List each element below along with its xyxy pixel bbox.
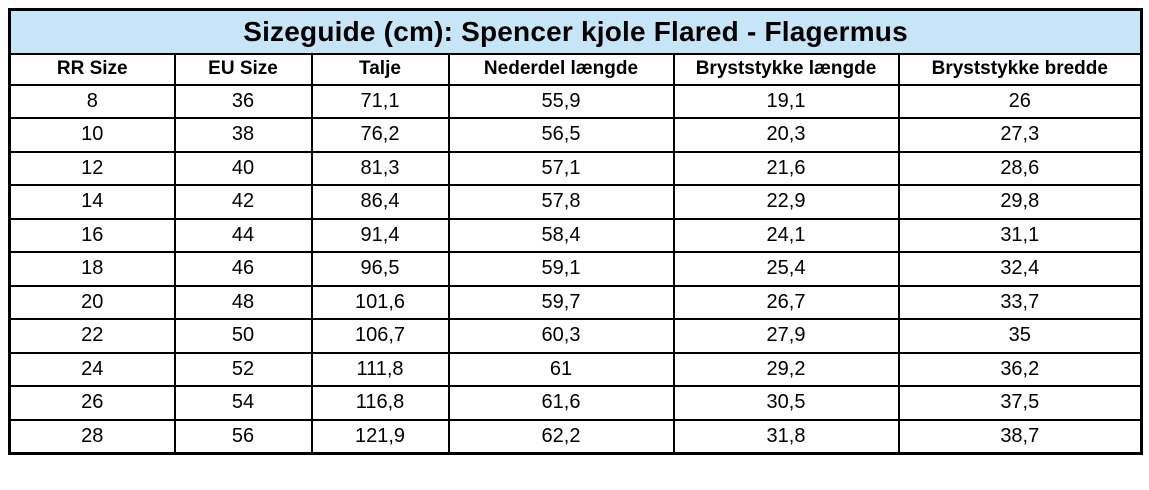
table-cell: 22,9	[672, 184, 900, 220]
table-cell: 38,7	[897, 418, 1143, 454]
table-cell: 18	[8, 251, 176, 287]
sizeguide-table: Sizeguide (cm): Spencer kjole Flared - F…	[8, 8, 1144, 455]
table-cell: 59,1	[447, 251, 675, 287]
table-cell: 52	[173, 351, 313, 387]
table-cell: 27,3	[897, 117, 1143, 153]
column-header: Bryststykke længde	[672, 52, 900, 86]
column-header: RR Size	[8, 52, 176, 86]
table-cell: 58,4	[447, 217, 675, 253]
table-row: 26 54 116,8 61,6 30,5 37,5	[8, 385, 1143, 421]
table-cell: 36,2	[897, 351, 1143, 387]
table-cell: 54	[173, 385, 313, 421]
table-cell: 56	[173, 418, 313, 454]
table-cell: 76,2	[310, 117, 450, 153]
table-cell: 25,4	[672, 251, 900, 287]
table-cell: 81,3	[310, 150, 450, 186]
table-row: 24 52 111,8 61 29,2 36,2	[8, 351, 1143, 387]
table-title: Sizeguide (cm): Spencer kjole Flared - F…	[8, 8, 1143, 55]
table-cell: 56,5	[447, 117, 675, 153]
table-cell: 38	[173, 117, 313, 153]
table-row: 20 48 101,6 59,7 26,7 33,7	[8, 284, 1143, 320]
column-header: Talje	[310, 52, 450, 86]
table-cell: 106,7	[310, 318, 450, 354]
table-cell: 57,1	[447, 150, 675, 186]
table-cell: 31,1	[897, 217, 1143, 253]
table-cell: 62,2	[447, 418, 675, 454]
table-cell: 27,9	[672, 318, 900, 354]
table-cell: 61,6	[447, 385, 675, 421]
table-cell: 8	[8, 83, 176, 119]
table-row: 10 38 76,2 56,5 20,3 27,3	[8, 117, 1143, 153]
table-cell: 14	[8, 184, 176, 220]
table-cell: 20,3	[672, 117, 900, 153]
table-cell: 29,8	[897, 184, 1143, 220]
table-cell: 40	[173, 150, 313, 186]
table-cell: 111,8	[310, 351, 450, 387]
table-cell: 86,4	[310, 184, 450, 220]
table-cell: 46	[173, 251, 313, 287]
column-header: Nederdel længde	[447, 52, 675, 86]
table-cell: 60,3	[447, 318, 675, 354]
table-cell: 10	[8, 117, 176, 153]
table-cell: 19,1	[672, 83, 900, 119]
table-row: 28 56 121,9 62,2 31,8 38,7	[8, 418, 1143, 454]
table-cell: 33,7	[897, 284, 1143, 320]
table-cell: 71,1	[310, 83, 450, 119]
table-cell: 24	[8, 351, 176, 387]
table-cell: 121,9	[310, 418, 450, 454]
table-cell: 26,7	[672, 284, 900, 320]
table-cell: 55,9	[447, 83, 675, 119]
table-row: 22 50 106,7 60,3 27,9 35	[8, 318, 1143, 354]
table-cell: 116,8	[310, 385, 450, 421]
table-cell: 101,6	[310, 284, 450, 320]
table-cell: 21,6	[672, 150, 900, 186]
header-row: RR Size EU Size Talje Nederdel længde Brysts…	[8, 52, 1143, 86]
table-cell: 57,8	[447, 184, 675, 220]
table-cell: 16	[8, 217, 176, 253]
table-cell: 35	[897, 318, 1143, 354]
table-cell: 61	[447, 351, 675, 387]
table-body: 8 36 71,1 55,9 19,1 26 10 38 76,2 56,5 20,3 27,3 12 4…	[8, 83, 1143, 454]
table-cell: 28,6	[897, 150, 1143, 186]
table-cell: 26	[8, 385, 176, 421]
table-cell: 12	[8, 150, 176, 186]
table-cell: 50	[173, 318, 313, 354]
table-row: 8 36 71,1 55,9 19,1 26	[8, 83, 1143, 119]
table-cell: 42	[173, 184, 313, 220]
table-row: 12 40 81,3 57,1 21,6 28,6	[8, 150, 1143, 186]
table-cell: 29,2	[672, 351, 900, 387]
table-cell: 37,5	[897, 385, 1143, 421]
table-cell: 20	[8, 284, 176, 320]
table-cell: 59,7	[447, 284, 675, 320]
table-cell: 30,5	[672, 385, 900, 421]
table-cell: 32,4	[897, 251, 1143, 287]
table-cell: 96,5	[310, 251, 450, 287]
table-cell: 91,4	[310, 217, 450, 253]
table-cell: 31,8	[672, 418, 900, 454]
table-cell: 44	[173, 217, 313, 253]
table-row: 14 42 86,4 57,8 22,9 29,8	[8, 184, 1143, 220]
table-cell: 28	[8, 418, 176, 454]
column-header: Bryststykke bredde	[897, 52, 1143, 86]
title-row: Sizeguide (cm): Spencer kjole Flared - F…	[8, 8, 1143, 55]
table-row: 18 46 96,5 59,1 25,4 32,4	[8, 251, 1143, 287]
table-cell: 24,1	[672, 217, 900, 253]
column-header: EU Size	[173, 52, 313, 86]
table-row: 16 44 91,4 58,4 24,1 31,1	[8, 217, 1143, 253]
table-cell: 26	[897, 83, 1143, 119]
table-cell: 22	[8, 318, 176, 354]
table-cell: 48	[173, 284, 313, 320]
table-cell: 36	[173, 83, 313, 119]
